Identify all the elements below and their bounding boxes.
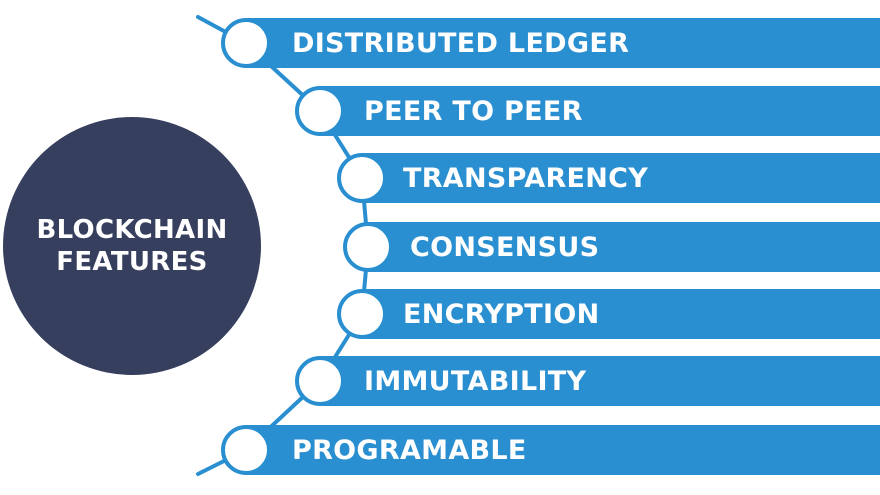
hub-title-line-1: BLOCKCHAIN: [36, 215, 228, 245]
feature-label: CONSENSUS: [410, 231, 600, 263]
feature-node-peer-to-peer: [295, 86, 345, 136]
feature-label: PEER TO PEER: [364, 95, 583, 127]
feature-bar-programable: PROGRAMABLE: [246, 425, 880, 475]
feature-node-immutability: [295, 356, 345, 406]
feature-bar-transparency: TRANSPARENCY: [362, 153, 880, 203]
feature-node-encryption: [337, 289, 387, 339]
feature-label: PROGRAMABLE: [292, 434, 527, 466]
feature-label: IMMUTABILITY: [364, 365, 587, 397]
feature-bar-distributed-ledger: DISTRIBUTED LEDGER: [246, 18, 880, 68]
feature-node-transparency: [337, 153, 387, 203]
feature-node-consensus: [343, 222, 393, 272]
feature-node-distributed-ledger: [221, 18, 271, 68]
feature-node-programable: [221, 425, 271, 475]
feature-bar-encryption: ENCRYPTION: [362, 289, 880, 339]
feature-bar-immutability: IMMUTABILITY: [320, 356, 880, 406]
feature-label: TRANSPARENCY: [403, 162, 649, 194]
feature-label: DISTRIBUTED LEDGER: [292, 27, 630, 59]
hub-circle: BLOCKCHAIN FEATURES: [3, 117, 261, 375]
feature-label: ENCRYPTION: [403, 298, 600, 330]
hub-title-line-2: FEATURES: [56, 247, 208, 277]
feature-bar-peer-to-peer: PEER TO PEER: [320, 86, 880, 136]
feature-bar-consensus: CONSENSUS: [368, 222, 880, 272]
